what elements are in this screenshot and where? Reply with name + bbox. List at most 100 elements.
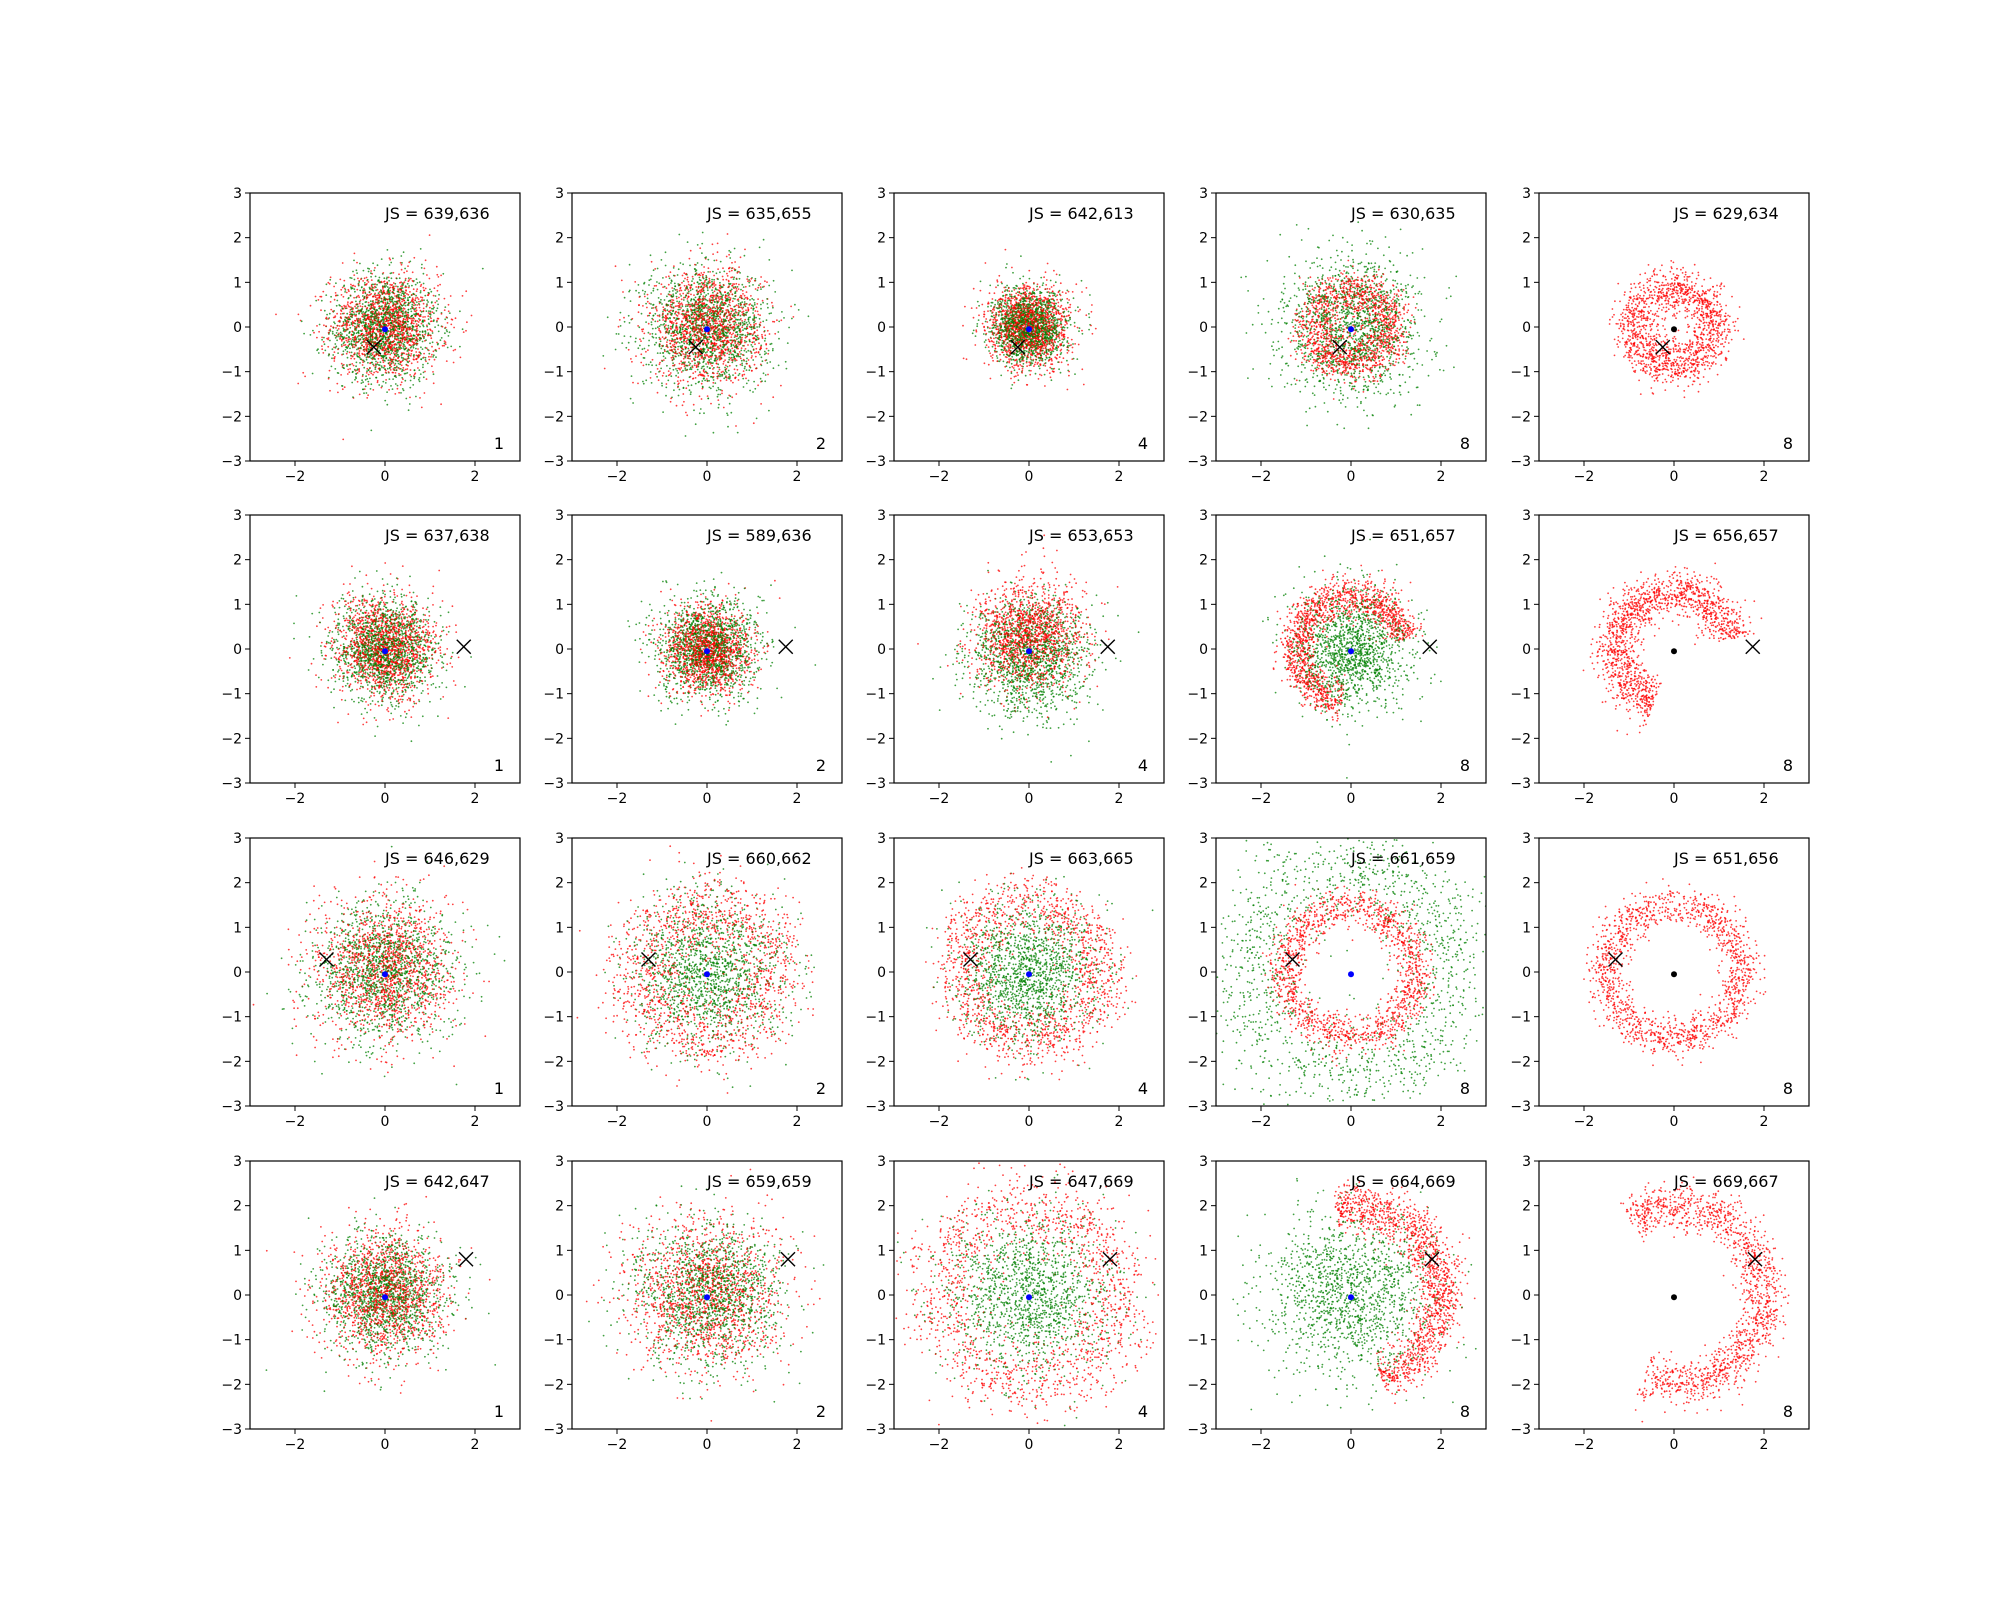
red-point — [417, 321, 420, 323]
red-point — [361, 364, 364, 366]
red-point — [364, 341, 367, 344]
green-point — [642, 337, 645, 340]
green-point — [346, 364, 348, 366]
red-point — [735, 425, 737, 427]
red-point — [429, 334, 432, 337]
green-point — [716, 288, 718, 291]
green-point — [370, 321, 373, 324]
red-point — [709, 323, 711, 325]
green-point — [778, 320, 781, 323]
red-point — [405, 290, 407, 292]
red-point — [398, 372, 400, 375]
green-point — [407, 409, 410, 412]
green-point — [706, 379, 709, 382]
green-point — [342, 327, 345, 330]
green-point — [380, 335, 383, 338]
green-point — [726, 412, 728, 415]
green-point — [379, 369, 381, 372]
green-point — [399, 346, 402, 349]
green-point — [355, 269, 358, 272]
red-point — [406, 335, 408, 337]
red-point — [348, 371, 351, 374]
green-point — [390, 362, 393, 365]
green-point — [742, 344, 744, 347]
red-point — [340, 374, 342, 376]
green-point — [687, 384, 690, 387]
red-point — [409, 396, 411, 399]
red-point — [690, 293, 692, 296]
red-point — [713, 274, 715, 277]
red-point — [374, 267, 376, 269]
green-point — [684, 296, 687, 299]
red-point — [351, 330, 354, 333]
green-point — [734, 292, 737, 294]
red-point — [746, 331, 749, 334]
red-point — [347, 344, 350, 347]
red-point — [366, 367, 369, 370]
green-point — [686, 305, 689, 307]
green-point — [753, 307, 755, 310]
green-point — [754, 334, 757, 337]
red-point — [649, 377, 652, 379]
green-point — [385, 324, 388, 326]
red-point — [340, 362, 343, 365]
red-point — [429, 306, 431, 309]
green-point — [362, 269, 365, 272]
green-point — [728, 358, 731, 361]
red-point — [392, 332, 395, 334]
green-point — [655, 364, 658, 367]
red-point — [737, 306, 740, 309]
green-point — [364, 317, 366, 320]
green-point — [623, 320, 626, 323]
green-point — [349, 276, 352, 279]
green-point — [362, 318, 365, 321]
green-point — [358, 356, 361, 359]
green-point — [379, 361, 382, 364]
green-point — [701, 324, 703, 327]
green-point — [379, 368, 381, 370]
green-point — [397, 341, 400, 343]
red-point — [380, 348, 383, 351]
red-point — [438, 347, 441, 350]
green-point — [738, 372, 741, 375]
red-point — [683, 365, 686, 368]
green-point — [431, 332, 434, 334]
green-point — [713, 259, 716, 262]
green-point — [652, 269, 655, 272]
green-point — [723, 377, 726, 380]
red-point — [407, 286, 410, 289]
red-point — [733, 357, 736, 360]
red-point — [412, 319, 415, 322]
green-point — [459, 345, 461, 348]
green-point — [684, 327, 687, 330]
red-point — [422, 356, 425, 359]
green-point — [711, 289, 713, 291]
red-point — [690, 308, 692, 311]
green-point — [384, 336, 387, 339]
red-point — [699, 247, 702, 250]
red-point — [703, 266, 705, 268]
red-point — [416, 342, 419, 345]
red-point — [423, 319, 426, 322]
green-point — [693, 268, 696, 270]
green-point — [340, 344, 343, 346]
green-point — [413, 369, 416, 372]
green-point — [402, 292, 405, 295]
red-point — [700, 382, 703, 385]
green-point — [658, 371, 660, 373]
green-point — [676, 274, 679, 276]
red-point — [690, 346, 692, 349]
green-point — [768, 409, 770, 412]
green-point — [642, 382, 645, 385]
red-point — [409, 369, 412, 371]
green-point — [358, 312, 361, 314]
red-point — [662, 372, 665, 374]
green-point — [386, 367, 389, 370]
green-point — [424, 356, 427, 359]
red-point — [391, 317, 394, 320]
green-point — [403, 344, 405, 346]
green-point — [401, 368, 404, 371]
red-point — [336, 382, 339, 385]
green-point — [734, 286, 737, 288]
red-point — [406, 341, 408, 344]
